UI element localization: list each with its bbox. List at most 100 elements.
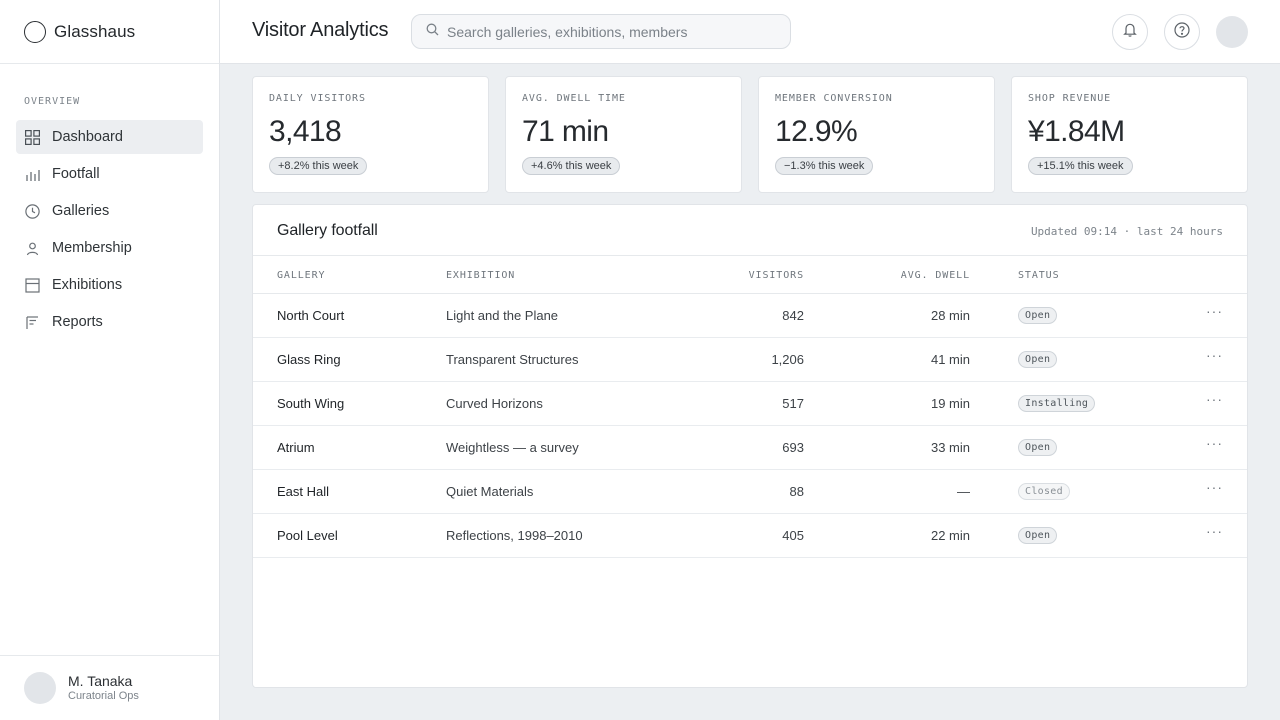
clock-icon [24,203,40,219]
cell-visitors: 1,206 [771,352,804,367]
row-more-button[interactable]: ··· [1206,435,1223,451]
row-more-button[interactable]: ··· [1206,523,1223,539]
sidebar-item-label: Footfall [52,166,100,182]
row-more-button[interactable]: ··· [1206,391,1223,407]
table-row[interactable]: Glass Ring Transparent Structures 1,206 41 … [253,338,1247,382]
bell-icon [1123,22,1137,42]
sidebar-item-label: Dashboard [52,129,123,145]
notifications-button[interactable] [1112,14,1148,50]
cell-exhibition: Transparent Structures [446,352,579,367]
cell-gallery: South Wing [277,396,345,411]
cell-gallery: East Hall [277,484,330,499]
kpi-delta-badge: +8.2% this week [269,157,368,175]
brand[interactable]: Glasshaus [0,0,219,64]
cell-exhibition: Reflections, 1998–2010 [446,528,583,543]
search-icon [426,23,439,41]
column-header-status[interactable]: STATUS [1018,270,1060,281]
kpi-value: ¥1.84M [1028,115,1125,148]
kpi-card-daily-visitors: DAILY VISITORS 3,418 +8.2% this week [252,76,489,193]
reports-icon [24,314,40,330]
table-row[interactable]: Atrium Weightless — a survey 693 33 min Open… [253,426,1247,470]
panel-title: Gallery footfall [277,222,378,239]
cell-visitors: 693 [782,440,804,455]
sidebar-item-reports[interactable]: Reports [16,305,203,339]
row-more-button[interactable]: ··· [1206,347,1223,363]
cell-dwell: 28 min [930,308,970,323]
search-box[interactable] [411,14,791,49]
cell-gallery: North Court [277,308,345,323]
cell-dwell: — [957,484,970,499]
kpi-value: 71 min [522,115,609,148]
grid-icon [24,129,40,145]
column-header-visitors[interactable]: VISITORS [748,270,804,281]
user-profile[interactable]: M. Tanaka Curatorial Ops [0,655,219,720]
row-more-button[interactable]: ··· [1206,479,1223,495]
status-badge: Installing [1018,395,1096,412]
top-header: Visitor Analytics [220,0,1280,64]
status-badge: Open [1018,527,1058,544]
avatar [24,672,56,704]
sidebar-item-footfall[interactable]: Footfall [16,157,203,191]
kpi-label: DAILY VISITORS [269,93,366,104]
cell-dwell: 22 min [930,528,970,543]
kpi-label: MEMBER CONVERSION [775,93,893,104]
search-input[interactable] [447,23,767,40]
status-badge: Closed [1018,483,1070,500]
cell-exhibition: Weightless — a survey [446,440,579,455]
cell-gallery: Pool Level [277,528,338,543]
table-row[interactable]: Pool Level Reflections, 1998–2010 405 22 mi… [253,514,1247,558]
kpi-card-shop-revenue: SHOP REVENUE ¥1.84M +15.1% this week [1011,76,1248,193]
sidebar: Glasshaus OVERVIEW Dashboard Footfall [0,0,220,720]
cell-exhibition: Light and the Plane [446,308,559,323]
column-header-exhibition[interactable]: EXHIBITION [446,270,516,281]
status-badge: Open [1018,439,1058,456]
user-avatar-button[interactable] [1216,16,1248,48]
person-icon [24,240,40,256]
user-role: Curatorial Ops [68,690,139,702]
kpi-card-member-conversion: MEMBER CONVERSION 12.9% −1.3% this week [758,76,995,193]
row-more-button[interactable]: ··· [1206,303,1223,319]
cell-visitors: 842 [782,308,804,323]
nav-section-label: OVERVIEW [24,96,81,107]
kpi-value: 12.9% [775,115,858,148]
updated-timestamp: Updated 09:14 · last 24 hours [1030,225,1223,238]
cell-visitors: 88 [789,484,804,499]
column-header-dwell[interactable]: AVG. DWELL [900,270,970,281]
cell-dwell: 41 min [930,352,970,367]
gallery-footfall-panel: Gallery footfall Updated 09:14 · last 24… [252,204,1248,688]
kpi-label: SHOP REVENUE [1028,93,1112,104]
cell-gallery: Glass Ring [277,352,341,367]
sidebar-item-membership[interactable]: Membership [16,231,203,265]
kpi-delta-badge: −1.3% this week [775,157,874,175]
sidebar-item-dashboard[interactable]: Dashboard [16,120,203,154]
table-header: GALLERY EXHIBITION VISITORS AVG. DWELL S… [253,256,1247,294]
table-row[interactable]: East Hall Quiet Materials 88 — Closed ··· [253,470,1247,514]
logo-circle-icon [24,20,46,43]
help-icon [1174,21,1190,43]
page-title: Visitor Analytics [252,19,389,41]
kpi-label: AVG. DWELL TIME [522,93,626,104]
cell-exhibition: Curved Horizons [446,396,543,411]
panel-header: Gallery footfall Updated 09:14 · last 24… [253,205,1247,256]
kpi-delta-badge: +4.6% this week [522,157,621,175]
sidebar-item-label: Reports [52,314,103,330]
table-row[interactable]: South Wing Curved Horizons 517 19 min Instal… [253,382,1247,426]
brand-name: Glasshaus [54,21,136,41]
status-badge: Open [1018,351,1058,368]
cell-gallery: Atrium [277,440,315,455]
cell-exhibition: Quiet Materials [446,484,534,499]
kpi-value: 3,418 [269,115,342,148]
table-row[interactable]: North Court Light and the Plane 842 28 min O… [253,294,1247,338]
column-header-gallery[interactable]: GALLERY [277,270,326,281]
table-body: North Court Light and the Plane 842 28 min O… [253,294,1247,558]
user-name: M. Tanaka [68,673,133,689]
sidebar-item-exhibitions[interactable]: Exhibitions [16,268,203,302]
sidebar-item-label: Galleries [52,203,110,219]
status-badge: Open [1018,307,1058,324]
cell-visitors: 405 [782,528,804,543]
sidebar-item-label: Membership [52,240,132,256]
kpi-card-dwell-time: AVG. DWELL TIME 71 min +4.6% this week [505,76,742,193]
help-button[interactable] [1164,14,1200,50]
cell-dwell: 19 min [930,396,970,411]
sidebar-item-galleries[interactable]: Galleries [16,194,203,228]
